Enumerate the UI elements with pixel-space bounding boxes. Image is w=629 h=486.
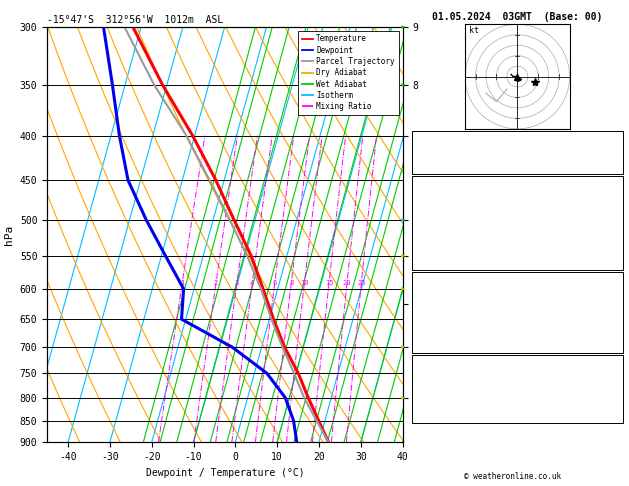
- Text: ►: ►: [401, 284, 406, 294]
- Text: 22.3: 22.3: [599, 193, 621, 202]
- Text: K: K: [415, 135, 421, 144]
- Text: Dewp (°C): Dewp (°C): [415, 206, 464, 214]
- Text: CIN (J): CIN (J): [415, 339, 453, 348]
- Text: StmDir: StmDir: [415, 397, 447, 406]
- Text: 3: 3: [615, 327, 621, 335]
- Text: 6: 6: [615, 384, 621, 393]
- Text: StmSpd (kt): StmSpd (kt): [415, 410, 474, 418]
- Text: -15°47'S  312°56'W  1012m  ASL: -15°47'S 312°56'W 1012m ASL: [47, 15, 223, 25]
- Text: 25: 25: [357, 279, 365, 286]
- Text: 1: 1: [615, 243, 621, 252]
- Text: CAPE (J): CAPE (J): [415, 243, 458, 252]
- Text: 5: 5: [615, 314, 621, 323]
- Text: 9: 9: [615, 410, 621, 418]
- Text: ►: ►: [401, 22, 406, 31]
- Text: 14.7: 14.7: [599, 206, 621, 214]
- Text: 5: 5: [615, 231, 621, 240]
- Text: PW (cm): PW (cm): [415, 160, 453, 169]
- Text: θᴇ (K): θᴇ (K): [415, 301, 447, 310]
- Text: CL: CL: [428, 393, 438, 402]
- Text: ►: ►: [401, 81, 406, 89]
- Y-axis label: hPa: hPa: [4, 225, 14, 244]
- Text: 33: 33: [610, 135, 621, 144]
- Text: CAPE (J): CAPE (J): [415, 327, 458, 335]
- Text: Pressure (mb): Pressure (mb): [415, 289, 485, 297]
- Text: 6: 6: [272, 279, 277, 286]
- Text: Surface: Surface: [499, 180, 536, 189]
- X-axis label: Dewpoint / Temperature (°C): Dewpoint / Temperature (°C): [145, 468, 304, 478]
- Text: ►: ►: [401, 215, 406, 225]
- Text: 78: 78: [610, 256, 621, 265]
- Text: 108°: 108°: [599, 397, 621, 406]
- Text: 2: 2: [214, 279, 218, 286]
- Text: 15: 15: [325, 279, 333, 286]
- Text: -11: -11: [604, 372, 621, 381]
- Text: CIN (J): CIN (J): [415, 256, 453, 265]
- Text: 52: 52: [610, 339, 621, 348]
- Text: 1: 1: [180, 279, 184, 286]
- Text: 20: 20: [343, 279, 351, 286]
- Text: 2.2: 2.2: [604, 160, 621, 169]
- Text: SREH: SREH: [415, 384, 437, 393]
- Text: 01.05.2024  03GMT  (Base: 00): 01.05.2024 03GMT (Base: 00): [432, 12, 603, 22]
- Text: 3: 3: [235, 279, 239, 286]
- Y-axis label: km
ASL: km ASL: [437, 235, 455, 256]
- Text: Most Unstable: Most Unstable: [482, 276, 552, 285]
- Text: 900: 900: [604, 289, 621, 297]
- Text: Temp (°C): Temp (°C): [415, 193, 464, 202]
- Text: 4: 4: [250, 279, 254, 286]
- Text: 339: 339: [604, 218, 621, 227]
- Text: ►: ►: [401, 393, 406, 402]
- Text: EH: EH: [415, 372, 426, 381]
- Text: 339: 339: [604, 301, 621, 310]
- Text: θᴇ(K): θᴇ(K): [415, 218, 442, 227]
- Text: Totals Totals: Totals Totals: [415, 148, 485, 156]
- Text: ►: ►: [401, 343, 406, 352]
- Text: © weatheronline.co.uk: © weatheronline.co.uk: [464, 472, 561, 481]
- Text: 8: 8: [289, 279, 293, 286]
- Text: 10: 10: [300, 279, 309, 286]
- Text: kt: kt: [469, 26, 479, 35]
- Text: Hodograph: Hodograph: [493, 359, 542, 368]
- Legend: Temperature, Dewpoint, Parcel Trajectory, Dry Adiabat, Wet Adiabat, Isotherm, Mi: Temperature, Dewpoint, Parcel Trajectory…: [298, 31, 399, 115]
- Text: Lifted Index: Lifted Index: [415, 231, 480, 240]
- Text: ►: ►: [401, 251, 406, 260]
- Text: 36: 36: [610, 148, 621, 156]
- Text: Lifted Index: Lifted Index: [415, 314, 480, 323]
